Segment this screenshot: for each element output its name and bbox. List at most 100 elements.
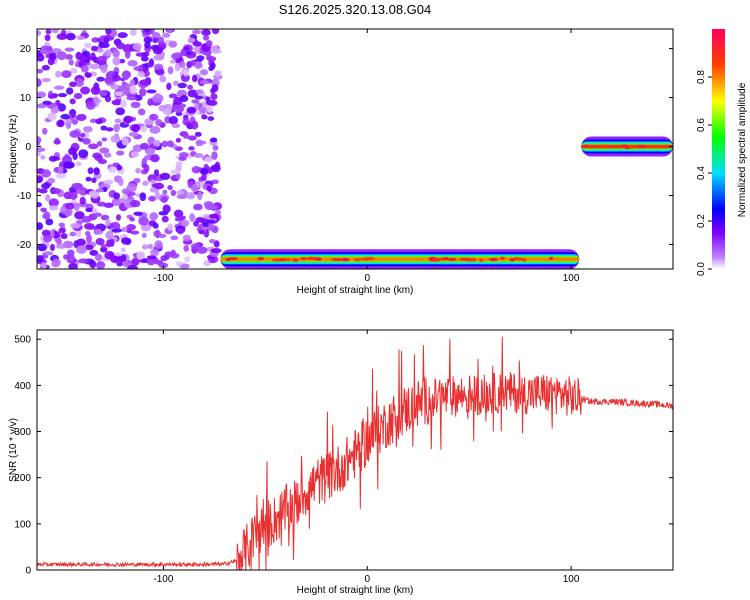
noise-blob (212, 29, 220, 35)
noise-blob (147, 98, 153, 106)
noise-blob (204, 156, 213, 163)
noise-blob (115, 214, 122, 221)
noise-blob (168, 116, 179, 125)
ridge-peak (365, 256, 376, 261)
spectrogram-xlabel: Height of straight line (km) (297, 285, 414, 296)
noise-blob (192, 74, 198, 83)
noise-blob (128, 131, 139, 137)
noise-blob (68, 263, 78, 269)
noise-blob (89, 260, 97, 269)
noise-blob (194, 131, 202, 137)
colorbar-label: Normalized spectral amplitude (737, 82, 748, 217)
noise-blob (149, 113, 159, 121)
colorbar-tick-label: 0.4 (696, 166, 707, 180)
noise-blob (37, 30, 42, 36)
noise-blob (169, 59, 177, 64)
noise-blob (54, 137, 60, 145)
noise-blob (55, 243, 67, 249)
noise-blob (151, 36, 159, 43)
noise-blob (140, 55, 149, 62)
noise-blob (160, 196, 168, 203)
noise-blob (52, 258, 61, 268)
noise-blob (50, 106, 60, 114)
noise-blob (214, 70, 222, 78)
x-tick-label: -100 (153, 574, 173, 585)
noise-blob (175, 172, 181, 179)
noise-blob (123, 115, 134, 124)
noise-blob (116, 164, 123, 171)
noise-blob (183, 244, 190, 252)
y-tick-label: 300 (14, 427, 31, 438)
noise-blob (113, 123, 120, 133)
noise-blob (55, 172, 67, 179)
ridge-peak (626, 145, 635, 149)
noise-blob (182, 117, 190, 126)
noise-blob (188, 146, 195, 151)
noise-blob (210, 137, 218, 143)
noise-blob (69, 68, 78, 74)
ridge-peak (271, 258, 282, 262)
noise-blob (91, 212, 102, 217)
noise-blob (37, 222, 44, 231)
y-tick-label: -10 (17, 191, 32, 202)
x-tick-label: 0 (364, 574, 370, 585)
noise-blob (91, 45, 98, 52)
noise-blob (94, 253, 103, 262)
noise-blob (37, 78, 42, 87)
colorbar-tick-label: 0.2 (696, 214, 707, 228)
noise-blob (56, 51, 67, 60)
noise-blob (60, 206, 67, 214)
noise-blob (175, 261, 183, 267)
noise-blob (175, 137, 181, 143)
noise-blob (54, 85, 65, 90)
noise-blob (133, 66, 144, 72)
noise-blob (177, 228, 184, 235)
snr-line-layer (37, 336, 673, 570)
noise-blob (159, 172, 171, 181)
noise-blob (78, 149, 89, 159)
noise-blob (136, 250, 146, 260)
noise-blob (80, 86, 91, 95)
noise-blob (69, 130, 81, 138)
noise-blob (94, 228, 102, 235)
noise-blob (99, 90, 108, 97)
noise-blob (177, 215, 187, 220)
ridge-peak (515, 257, 522, 261)
noise-blob (96, 76, 105, 82)
noise-blob (129, 85, 138, 95)
y-tick-label: 400 (14, 381, 31, 392)
noise-blob (194, 95, 203, 100)
colorbar-tick-label: 0.0 (696, 262, 707, 276)
noise-blob (86, 225, 96, 230)
noise-blob (105, 218, 111, 227)
snr-panel: -100 0 100 0 100 200 300 400 500 Height of strai… (8, 329, 674, 596)
noise-blob (141, 232, 147, 239)
noise-blob (97, 55, 108, 64)
noise-blob (85, 101, 96, 110)
noise-blob (196, 246, 208, 254)
ridge-peak (441, 257, 446, 261)
noise-blob (207, 105, 213, 113)
noise-blob (80, 64, 89, 73)
noise-blob (199, 168, 209, 175)
noise-blob (88, 143, 99, 150)
noise-blob (100, 64, 108, 74)
noise-blob (201, 173, 207, 181)
noise-blob (133, 211, 143, 216)
noise-blob (39, 50, 50, 55)
noise-blob (60, 113, 71, 120)
noise-blob (57, 103, 66, 112)
noise-blob (155, 119, 163, 127)
noise-blob (170, 189, 177, 197)
noise-blob (198, 106, 207, 114)
noise-blob (153, 139, 161, 147)
noise-blob (114, 118, 122, 124)
noise-blob (140, 125, 147, 133)
noise-blob (79, 133, 86, 138)
noise-blob (203, 260, 211, 267)
noise-blob (100, 246, 108, 253)
noise-blob (141, 52, 150, 57)
noise-blob (100, 243, 107, 248)
noise-blob (95, 118, 103, 125)
